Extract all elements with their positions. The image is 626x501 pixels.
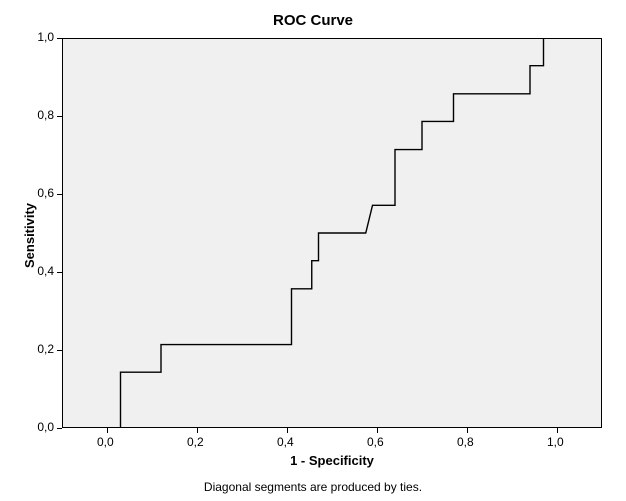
y-axis-label: Sensitivity <box>22 203 37 268</box>
x-tick-mark <box>197 428 198 433</box>
y-tick-label: 0,4 <box>37 264 54 278</box>
x-tick-label: 1,0 <box>547 435 564 449</box>
x-tick-mark <box>557 428 558 433</box>
chart-caption: Diagonal segments are produced by ties. <box>0 480 626 494</box>
x-tick-label: 0,6 <box>367 435 384 449</box>
y-tick-label: 1,0 <box>37 30 54 44</box>
x-tick-label: 0,0 <box>97 435 114 449</box>
chart-stage: ROC Curve Sensitivity 1 - Specificity Di… <box>0 0 626 501</box>
x-tick-mark <box>287 428 288 433</box>
y-tick-mark <box>57 428 62 429</box>
y-tick-mark <box>57 116 62 117</box>
x-axis-label: 1 - Specificity <box>62 453 602 468</box>
roc-curve-svg <box>0 0 626 501</box>
x-tick-label: 0,2 <box>187 435 204 449</box>
y-tick-mark <box>57 194 62 195</box>
y-tick-mark <box>57 350 62 351</box>
x-tick-label: 0,4 <box>277 435 294 449</box>
y-tick-label: 0,2 <box>37 342 54 356</box>
y-tick-label: 0,0 <box>37 420 54 434</box>
y-tick-mark <box>57 272 62 273</box>
y-tick-label: 0,8 <box>37 108 54 122</box>
x-tick-label: 0,8 <box>457 435 474 449</box>
y-tick-label: 0,6 <box>37 186 54 200</box>
x-tick-mark <box>467 428 468 433</box>
roc-curve-line <box>121 38 544 428</box>
x-tick-mark <box>107 428 108 433</box>
y-tick-mark <box>57 38 62 39</box>
x-tick-mark <box>377 428 378 433</box>
